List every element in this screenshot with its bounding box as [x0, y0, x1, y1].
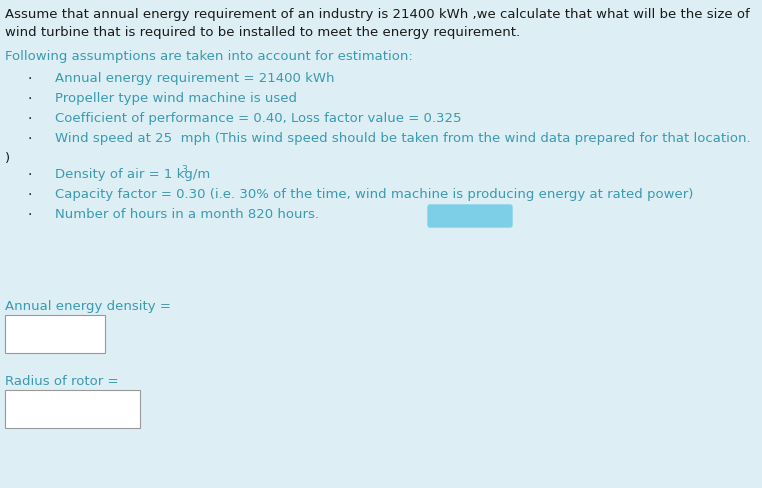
- Text: ): ): [5, 152, 10, 165]
- Text: ·: ·: [27, 188, 32, 202]
- FancyBboxPatch shape: [428, 205, 512, 227]
- Text: Coefficient of performance = 0.40, Loss factor value = 0.325: Coefficient of performance = 0.40, Loss …: [55, 112, 462, 125]
- Text: ·: ·: [27, 92, 32, 106]
- Text: Assume that annual energy requirement of an industry is 21400 kWh ,we calculate : Assume that annual energy requirement of…: [5, 8, 750, 21]
- Text: Annual energy requirement = 21400 kWh: Annual energy requirement = 21400 kWh: [55, 72, 335, 85]
- Text: Capacity factor = 0.30 (i.e. 30% of the time, wind machine is producing energy a: Capacity factor = 0.30 (i.e. 30% of the …: [55, 188, 693, 201]
- Text: Radius of rotor =: Radius of rotor =: [5, 375, 119, 388]
- Text: wind turbine that is required to be installed to meet the energy requirement.: wind turbine that is required to be inst…: [5, 26, 520, 39]
- Text: Following assumptions are taken into account for estimation:: Following assumptions are taken into acc…: [5, 50, 413, 63]
- FancyBboxPatch shape: [5, 315, 105, 353]
- Text: Density of air = 1 kg/m: Density of air = 1 kg/m: [55, 168, 210, 181]
- Text: ·: ·: [27, 132, 32, 146]
- Text: Propeller type wind machine is used: Propeller type wind machine is used: [55, 92, 297, 105]
- Text: Wind speed at 25  mph (This wind speed should be taken from the wind data prepar: Wind speed at 25 mph (This wind speed sh…: [55, 132, 751, 145]
- Text: Annual energy density =: Annual energy density =: [5, 300, 171, 313]
- Text: Number of hours in a month 820 hours.: Number of hours in a month 820 hours.: [55, 208, 319, 221]
- Text: 3: 3: [181, 165, 187, 174]
- Text: ·: ·: [27, 208, 32, 222]
- FancyBboxPatch shape: [5, 390, 140, 428]
- Text: ·: ·: [27, 168, 32, 182]
- Text: ·: ·: [27, 112, 32, 126]
- Text: ·: ·: [27, 72, 32, 86]
